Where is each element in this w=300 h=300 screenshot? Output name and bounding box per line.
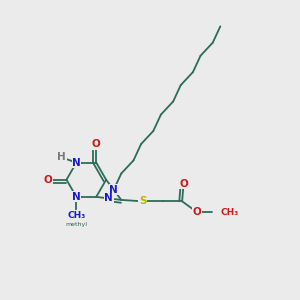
Text: O: O — [193, 207, 201, 217]
Text: S: S — [139, 196, 146, 206]
Text: O: O — [92, 139, 100, 149]
Text: O: O — [179, 179, 188, 189]
Text: H: H — [57, 152, 66, 163]
Text: N: N — [104, 194, 113, 203]
Text: CH₃: CH₃ — [67, 211, 86, 220]
Text: CH₃: CH₃ — [221, 208, 239, 217]
Text: N: N — [72, 158, 81, 168]
Text: O: O — [44, 175, 52, 185]
Text: N: N — [72, 192, 81, 202]
Text: N: N — [109, 185, 118, 195]
Text: methyl: methyl — [65, 221, 87, 226]
